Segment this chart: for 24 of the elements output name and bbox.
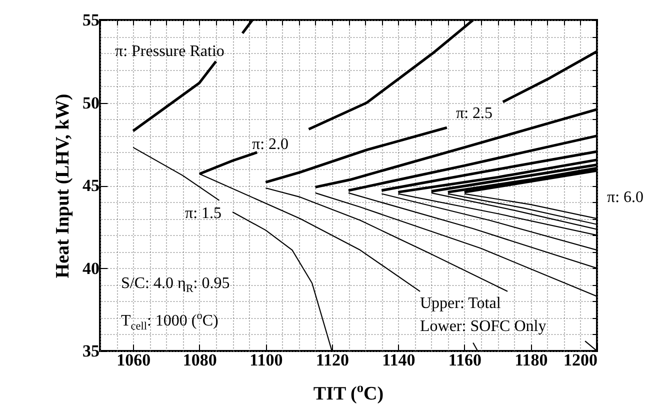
x-tick-label: 1100 xyxy=(250,350,283,370)
annotation: Lower: SOFC Only xyxy=(420,318,546,335)
y-tick-label: 35 xyxy=(82,342,100,360)
annotation: π: 1.5 xyxy=(185,205,222,222)
annotation: Upper: Total xyxy=(420,295,501,312)
x-tick-label: 1160 xyxy=(448,350,482,370)
x-tick-label: 1200 xyxy=(564,350,598,370)
y-tick-label: 45 xyxy=(82,176,100,195)
y-tick-label: 40 xyxy=(82,258,100,278)
y-tick-label: 55 xyxy=(82,10,100,30)
y-tick-label: 50 xyxy=(82,93,100,112)
annotation: T$_{cell}$: 1000 ($^{o}$C) xyxy=(121,310,218,333)
x-tick-label: 1180 xyxy=(514,350,548,370)
annotation: π: Pressure Ratio xyxy=(115,43,224,60)
annotation: S/C: 4.0 η$_{R}$: 0.95 xyxy=(121,275,230,296)
x-tick-label: 1060 xyxy=(116,350,151,370)
x-axis-title: TIT ($^{o}$C) xyxy=(313,380,384,406)
text: π: 6.0 xyxy=(607,189,644,206)
annotation: π: 2.0 xyxy=(252,136,289,153)
x-tick-label: 1140 xyxy=(382,350,416,370)
annotation: π: 2.5 xyxy=(456,105,493,122)
x-tick-label: 1080 xyxy=(182,350,217,370)
x-tick-label: 1120 xyxy=(316,350,349,370)
y-axis-title: Heat Input (LHV, kW) xyxy=(52,94,74,278)
